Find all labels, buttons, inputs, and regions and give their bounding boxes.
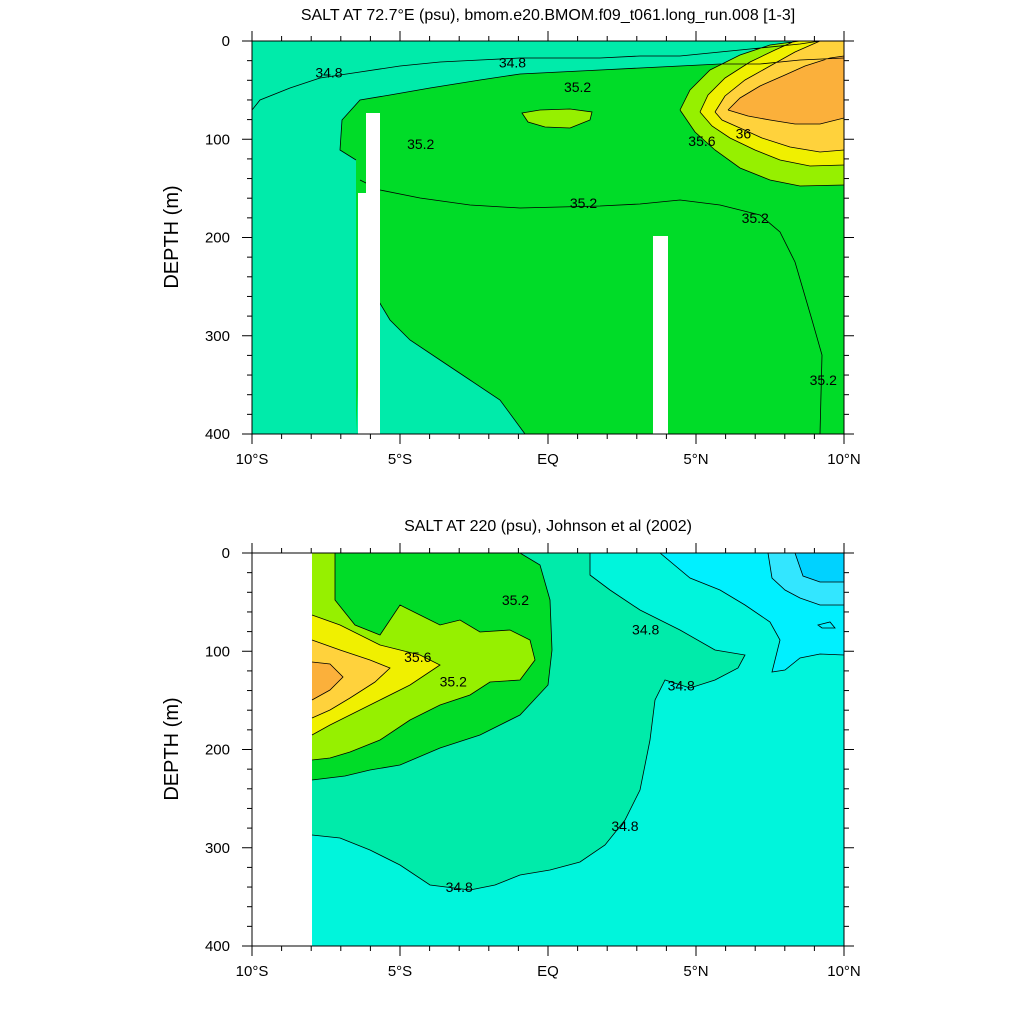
top-contour-label: 35.2	[407, 136, 434, 152]
bottom-contour-lines	[311, 553, 844, 891]
top-y-tick-label: 100	[205, 131, 230, 148]
top-y-tick-label: 0	[222, 33, 230, 50]
top-fill-35-2-35-4-eq	[522, 109, 592, 128]
top-fill-35-0-35-2-topband	[252, 41, 820, 110]
top-chart-title: SALT AT 72.7°E (psu), bmom.e20.BMOM.f09_…	[301, 7, 795, 24]
bottom-contour-label: 34.8	[446, 879, 473, 895]
top-filled-contours	[252, 41, 844, 434]
top-missing-bar-3	[653, 236, 668, 434]
bottom-x-tick-label: 5°S	[388, 963, 412, 980]
bottom-x-tick-label: EQ	[537, 963, 559, 980]
observed-salinity-panel: SALT AT 220 (psu), Johnson et al (2002) …	[161, 518, 861, 980]
bottom-fill-35-6-35-8	[312, 640, 390, 718]
top-y-tick-label: 200	[205, 230, 230, 247]
top-missing-bar-1	[358, 193, 366, 434]
bottom-contour-label: 35.6	[404, 649, 431, 665]
model-salinity-panel: SALT AT 72.7°E (psu), bmom.e20.BMOM.f09_…	[161, 7, 861, 468]
top-x-tick-label: 5°S	[388, 451, 412, 468]
top-missing-bar-2	[366, 113, 380, 434]
bottom-chart-title: SALT AT 220 (psu), Johnson et al (2002)	[404, 518, 692, 535]
top-contour-label: 34.8	[315, 64, 342, 80]
top-contour-label: 36	[736, 125, 752, 141]
bottom-x-tick-label: 10°N	[827, 963, 861, 980]
bottom-contour-label: 34.8	[632, 622, 659, 638]
bottom-contour-label: 35.2	[440, 674, 467, 690]
bottom-y-tick-label: 0	[222, 545, 230, 562]
bottom-axes: 10°S 5°S EQ 5°N 10°N 0 100 200 300 400	[205, 543, 861, 980]
bottom-y-tick-label: 200	[205, 742, 230, 759]
top-contour-lines	[252, 41, 844, 434]
top-fill-35-8-36-2	[728, 56, 844, 124]
bottom-contour-label: 35.2	[502, 592, 529, 608]
bottom-contour-label: 34.8	[668, 678, 695, 694]
top-contour-label: 34.8	[499, 55, 526, 71]
bottom-y-tick-label: 400	[205, 938, 230, 955]
bottom-fill-35-8-36-2	[312, 662, 343, 700]
top-x-tick-label: 5°N	[683, 451, 708, 468]
bottom-x-tick-label: 10°S	[236, 963, 269, 980]
top-y-tick-label: 400	[205, 426, 230, 443]
bottom-y-axis-label: DEPTH (m)	[161, 697, 183, 800]
bottom-y-tick-label: 100	[205, 643, 230, 660]
top-y-axis-label: DEPTH (m)	[161, 185, 183, 288]
bottom-x-tick-label: 5°N	[683, 963, 708, 980]
top-contour-label: 35.2	[564, 79, 591, 95]
bottom-contour-label: 34.8	[611, 818, 638, 834]
bottom-filled-contours	[311, 553, 844, 946]
top-x-tick-label: 10°S	[236, 451, 269, 468]
top-axes: 10°S 5°S EQ 5°N 10°N 0 100 200 300 400	[205, 31, 861, 468]
top-x-tick-label: EQ	[537, 451, 559, 468]
bottom-contour-labels: 35.2 34.8 35.6 35.2 34.8 34.8 34.8	[404, 592, 695, 895]
top-x-tick-label: 10°N	[827, 451, 861, 468]
top-contour-label: 35.6	[688, 133, 715, 149]
top-contour-label: 35.2	[570, 195, 597, 211]
bottom-y-tick-label: 300	[205, 840, 230, 857]
top-contour-label: 35.2	[810, 372, 837, 388]
top-y-tick-label: 300	[205, 328, 230, 345]
top-contour-labels: 34.8 34.8 35.2 35.2 35.6 36 35.2 35.2 35.2	[315, 55, 837, 388]
top-contour-label: 35.2	[742, 210, 769, 226]
bottom-fill-fresh-core	[795, 553, 844, 582]
